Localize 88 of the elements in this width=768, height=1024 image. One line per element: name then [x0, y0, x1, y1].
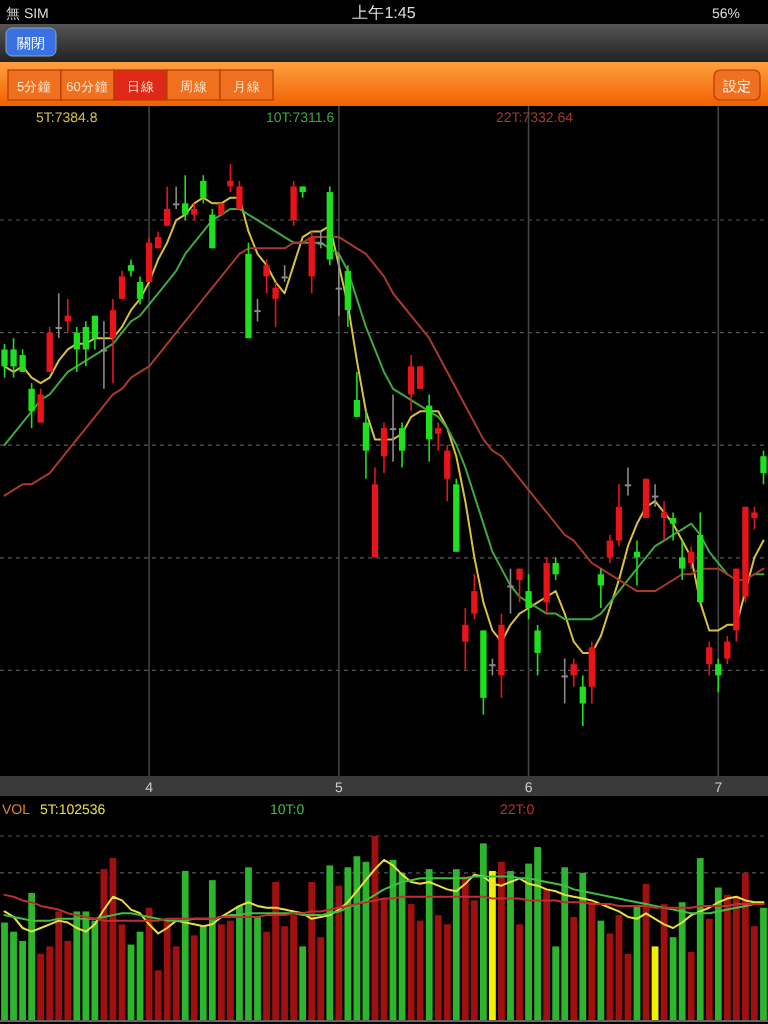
bar — [543, 889, 551, 1020]
bar — [480, 843, 487, 1020]
bar — [425, 869, 433, 1020]
candlestick — [407, 354, 415, 413]
candlestick — [516, 567, 523, 604]
candlestick — [525, 573, 532, 621]
candlestick — [706, 640, 713, 677]
candlestick — [263, 258, 270, 295]
candlestick — [91, 314, 99, 351]
bar — [705, 918, 713, 1020]
candlestick — [543, 556, 550, 615]
candlestick — [462, 607, 469, 671]
candlestick — [163, 185, 171, 227]
candlestick — [471, 573, 478, 621]
bar — [760, 907, 767, 1020]
candlestick — [28, 382, 35, 429]
bar — [326, 865, 334, 1020]
candlestick — [426, 393, 433, 463]
candlestick — [46, 326, 53, 373]
candlestick — [173, 185, 180, 210]
candlestick — [398, 421, 406, 469]
bar — [516, 924, 523, 1020]
bar — [37, 953, 45, 1020]
candlestick — [362, 410, 370, 480]
text: 上午1:45 — [352, 4, 417, 22]
bar — [507, 870, 514, 1020]
bar — [687, 951, 695, 1020]
bar — [73, 911, 81, 1020]
candlestick — [380, 421, 388, 474]
candlestick — [145, 236, 153, 283]
bar — [452, 869, 460, 1020]
candlestick — [200, 174, 207, 205]
candlestick — [679, 539, 686, 581]
candlestick — [55, 292, 62, 340]
candlestick — [660, 500, 668, 542]
candlestick — [37, 388, 44, 424]
candlestick — [588, 640, 595, 705]
candlestick — [308, 230, 315, 295]
candlestick — [444, 444, 451, 502]
bar — [696, 858, 704, 1020]
candlestick — [688, 545, 695, 570]
candlestick — [109, 298, 117, 384]
bar — [588, 902, 596, 1020]
candlestick — [182, 174, 189, 221]
candlestick — [606, 534, 614, 564]
candlestick — [317, 230, 324, 250]
candlestick — [597, 567, 605, 609]
candlestick — [335, 253, 342, 317]
candlestick — [760, 449, 767, 486]
candlestick — [669, 511, 677, 542]
bar — [498, 861, 505, 1020]
candlestick — [236, 180, 243, 210]
candlestick — [209, 208, 216, 250]
candlestick — [579, 674, 586, 727]
bar — [714, 887, 722, 1020]
candlestick — [254, 298, 261, 323]
bar — [570, 916, 578, 1020]
candlestick — [416, 365, 424, 390]
bar — [181, 870, 189, 1020]
candlestick — [290, 180, 297, 227]
bar — [208, 880, 216, 1020]
bar — [597, 920, 605, 1020]
candlestick — [389, 393, 397, 463]
bar — [190, 935, 198, 1020]
candlestick — [100, 320, 108, 390]
candlestick — [561, 657, 568, 705]
bar — [299, 946, 307, 1020]
bar — [579, 872, 587, 1020]
candlestick — [272, 281, 279, 328]
candlestick — [552, 556, 559, 581]
bar — [335, 885, 343, 1020]
candlestick — [651, 483, 659, 508]
bar — [678, 902, 686, 1020]
candlestick — [353, 371, 361, 418]
candlestick — [507, 567, 514, 615]
candlestick — [715, 657, 722, 694]
candlestick — [615, 483, 623, 547]
candlestick — [534, 624, 541, 677]
candlestick — [624, 466, 632, 497]
candlestick — [118, 269, 126, 300]
candlestick — [570, 657, 577, 688]
candlestick — [344, 264, 352, 328]
bar — [308, 882, 316, 1020]
candlestick — [136, 275, 144, 306]
candlestick — [724, 635, 731, 665]
candlestick — [435, 421, 442, 452]
candlestick — [227, 163, 234, 193]
bar — [489, 870, 496, 1020]
